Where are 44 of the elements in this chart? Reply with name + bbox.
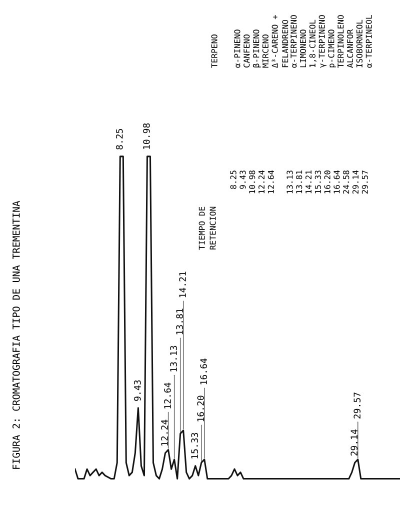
text: CANFENO: [244, 34, 250, 68]
annotation: 12.64: [164, 382, 171, 408]
annotation: 13.13: [286, 170, 293, 194]
annotation: 14.21: [305, 170, 312, 194]
text: ISOBORNEOL: [356, 20, 362, 68]
annotation: 16.20: [197, 396, 204, 422]
annotation: 16.64: [334, 170, 340, 194]
annotation: 12.64: [268, 170, 274, 194]
text: γ-TERPINENO: [318, 15, 326, 68]
text: TERPINOLENO: [338, 15, 344, 68]
text: α-TERPINENO: [290, 15, 297, 68]
annotation: 15.33: [191, 432, 198, 458]
annotation: TIEMPO DE RETENCION: [198, 206, 216, 250]
annotation: 10.98: [143, 123, 150, 149]
annotation: 15.33: [314, 170, 321, 194]
text: β-PINENO: [252, 30, 261, 68]
annotation: 8.25: [116, 128, 123, 150]
annotation: 29.57: [354, 392, 361, 418]
annotation: 16.64: [200, 358, 208, 384]
annotation: 29.14: [350, 429, 358, 456]
annotation: 29.14: [352, 170, 359, 194]
text: MIRCENO: [262, 34, 268, 68]
annotation: 16.20: [324, 170, 330, 194]
annotation: 13.81: [296, 170, 302, 194]
annotation: 10.98: [249, 170, 256, 194]
annotation: 12.24: [258, 170, 264, 194]
text: Δ³-CARENO + FELANDRENO: [272, 15, 288, 68]
text: FIGURA 2: CROMATOGRAFIA TIPO DE UNA TREMENTINA: [12, 200, 20, 469]
annotation: 13.13: [170, 346, 177, 372]
annotation: 9.43: [134, 380, 141, 401]
text: α-TERPINEOL: [366, 15, 372, 68]
annotation: 8.25: [230, 170, 236, 189]
annotation: 12.24: [161, 420, 168, 446]
text: α-PINENO: [234, 30, 240, 68]
text: TERPENO: [211, 34, 218, 68]
text: p-CIMENO: [328, 30, 336, 68]
text: ALCANFOR: [346, 29, 354, 68]
text: LIMONENO: [300, 30, 306, 68]
annotation: 9.43: [240, 170, 246, 189]
annotation: 29.57: [362, 170, 368, 194]
annotation: 24.58: [343, 170, 350, 194]
annotation: 14.21: [179, 272, 186, 298]
annotation: 13.81: [176, 308, 183, 334]
text: 1,8-CINEOL: [309, 20, 316, 68]
